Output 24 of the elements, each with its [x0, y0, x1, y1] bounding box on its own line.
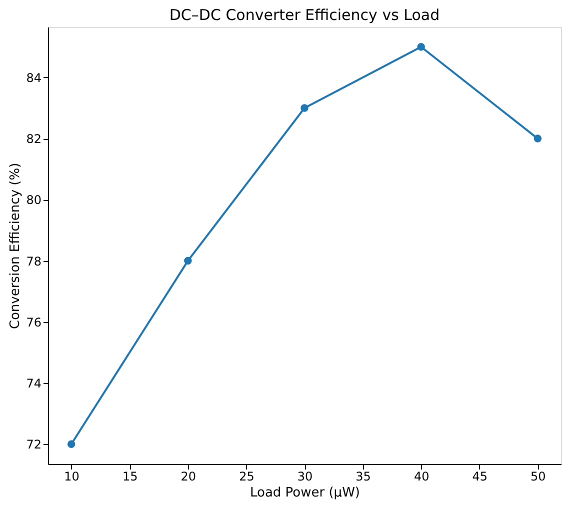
y-axis-title: Conversion Efficiency (%): [8, 162, 24, 330]
chart-title: DC–DC Converter Efficiency vs Load: [169, 6, 440, 24]
x-tick-label: 10: [64, 470, 80, 484]
point: [300, 104, 308, 112]
x-tick-label: 50: [530, 470, 546, 484]
point: [417, 43, 425, 51]
x-tick-label: 45: [472, 470, 488, 484]
y-tick-label: 76: [26, 315, 42, 330]
x-tick-label: 15: [122, 470, 138, 484]
x-tick-label: 40: [414, 470, 430, 484]
point: [67, 440, 76, 448]
x-tick-label: 20: [180, 470, 196, 484]
point: [184, 256, 192, 265]
y-tick-label: 72: [26, 438, 42, 452]
x-tick-label: 35: [356, 470, 371, 484]
y-tick-label: 78: [26, 254, 42, 268]
y-tick-label: 82: [26, 132, 42, 146]
y-tick-label: 74: [26, 376, 42, 391]
x-axis-title: Load Power (μW): [250, 486, 360, 500]
x-tick-label: 30: [297, 470, 313, 484]
x-tick-label: 25: [239, 470, 254, 484]
y-tick-label: 80: [26, 193, 42, 208]
y-tick-label: 84: [26, 70, 42, 85]
point: [534, 134, 542, 142]
